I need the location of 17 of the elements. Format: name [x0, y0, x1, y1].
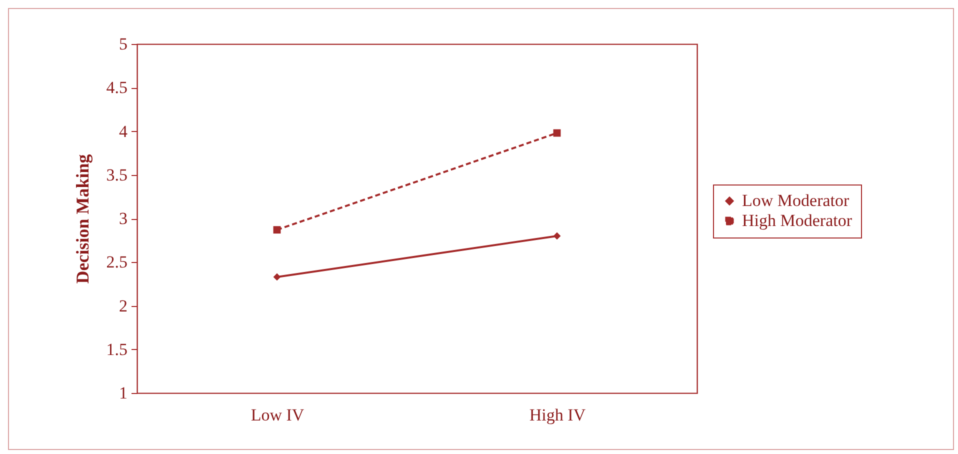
- y-tick-label: 3.5: [106, 165, 128, 184]
- y-tick-label: 5: [119, 34, 128, 54]
- legend-label: High Moderator: [742, 211, 852, 230]
- y-tick-label: 2.5: [106, 252, 128, 272]
- y-axis-title: Decision Making: [72, 154, 92, 284]
- y-tick-label: 1.5: [106, 340, 128, 359]
- x-tick-label: High IV: [529, 406, 586, 424]
- y-tick-label: 4: [119, 122, 128, 141]
- y-tick-label: 1: [119, 384, 128, 402]
- point: [273, 273, 281, 281]
- point: [553, 232, 561, 240]
- legend-label: Low Moderator: [742, 191, 850, 210]
- y-tick-label: 2: [119, 296, 128, 316]
- x-tick-label: Low IV: [250, 406, 305, 424]
- point: [273, 226, 281, 234]
- y-tick-label: 4.5: [106, 78, 128, 98]
- y-tick-label: 3: [119, 209, 128, 228]
